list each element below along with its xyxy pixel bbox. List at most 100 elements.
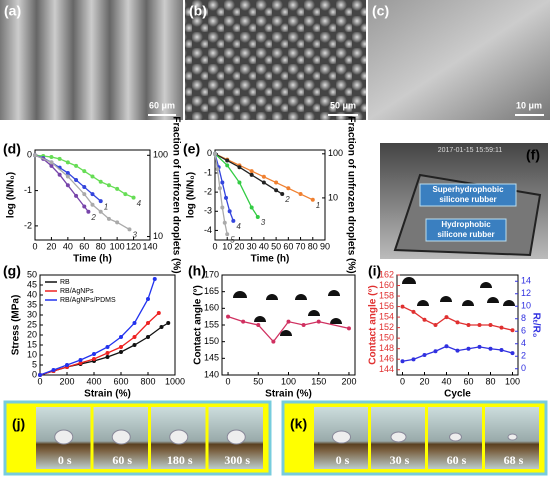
- panel-label: (a): [4, 3, 21, 19]
- x-axis-label: Strain (%): [84, 389, 131, 400]
- y-tick-label: -4: [204, 225, 212, 235]
- data-point: [477, 344, 482, 349]
- data-point: [92, 357, 96, 361]
- data-point: [159, 325, 164, 329]
- time-label: 0 s: [336, 453, 350, 467]
- x-tick-label: 100: [281, 376, 296, 386]
- y-tick-label: 158: [379, 290, 394, 300]
- x-tick-label: 80: [308, 241, 318, 251]
- series-label: 3: [261, 218, 266, 227]
- x-tick-label: 60: [283, 241, 293, 251]
- y-tick-label: 40: [27, 289, 37, 299]
- data-point: [215, 167, 220, 172]
- data-point: [82, 169, 87, 174]
- data-point: [78, 361, 83, 365]
- panel-label: (f): [526, 147, 540, 163]
- data-point: [98, 209, 103, 214]
- data-point: [231, 218, 236, 223]
- droplet: [54, 429, 74, 445]
- data-point: [488, 346, 493, 351]
- y2-tick-label: 4: [521, 338, 526, 348]
- legend-label: RB/AgNPs/PDMS: [60, 297, 116, 304]
- y2-tick-label: 10: [328, 192, 338, 202]
- series-label: 1: [104, 202, 108, 211]
- x-tick-label: 40: [441, 376, 451, 386]
- data-point: [213, 151, 217, 156]
- y-tick-label: 5: [32, 359, 37, 369]
- panel-label: (b): [189, 3, 207, 19]
- data-point: [132, 343, 137, 347]
- data-point: [466, 323, 471, 327]
- y2-axis-label: Fraction of unfrozen droplets (%): [345, 116, 356, 273]
- x-tick-label: 150: [311, 376, 326, 386]
- data-point: [256, 323, 261, 327]
- callout: silicone rubber: [439, 195, 496, 204]
- x-tick-label: 40: [63, 241, 73, 251]
- data-point: [411, 357, 416, 362]
- scale-bar: 60 μm: [149, 100, 175, 110]
- data-point: [115, 220, 120, 225]
- x-tick-label: 600: [113, 376, 128, 386]
- y-tick-label: 0: [32, 369, 37, 379]
- data-point: [78, 358, 83, 362]
- x-tick-label: 60: [463, 376, 473, 386]
- y2-tick-label: 14: [521, 276, 531, 286]
- y-tick-label: 140: [204, 369, 219, 379]
- data-point: [152, 277, 157, 281]
- y-tick-label: -2: [204, 187, 212, 197]
- y-tick-label: 45: [27, 279, 37, 289]
- time-label: 30 s: [390, 453, 410, 467]
- x-tick-label: 30: [247, 241, 257, 251]
- data-point: [146, 297, 150, 301]
- y2-axis-label: Fraction of unfrozen droplets (%): [170, 116, 181, 273]
- time-label: 68 s: [504, 453, 524, 467]
- sem-b: (b) 50 μm: [185, 0, 366, 120]
- data-point: [105, 351, 110, 355]
- droplet: [507, 433, 518, 441]
- chart: (h) 0 50 100 150 200 140 145 150 155 160 165 170 Stra…: [188, 263, 356, 400]
- data-point: [51, 368, 56, 372]
- series-label: 2: [90, 213, 96, 222]
- data-point: [57, 172, 62, 177]
- timestamp: 2017-01-15 15:59:11: [438, 147, 503, 154]
- chart: (e)0 10 20 30 40 50 60 70 80 900-1-2-3-410100Time…: [183, 116, 356, 273]
- y2-tick-label: 6: [521, 326, 526, 336]
- series-line: [214, 153, 283, 195]
- x-tick-label: 0: [226, 376, 231, 386]
- y2-tick-label: 0: [521, 363, 526, 373]
- x-tick-label: 90: [320, 241, 330, 251]
- x-tick-label: 0: [37, 376, 42, 386]
- data-point: [146, 335, 150, 339]
- x-axis-label: Strain (%): [265, 389, 312, 400]
- x-tick-label: 80: [96, 241, 106, 251]
- x-tick-label: 70: [296, 241, 306, 251]
- y-axis-label: log (N/N₀): [186, 172, 197, 218]
- y-tick-label: -1: [24, 185, 32, 195]
- data-point: [105, 355, 110, 359]
- y-tick-label: 0: [27, 150, 32, 160]
- y-tick-label: 162: [379, 269, 394, 279]
- plot-frame: [214, 149, 326, 241]
- data-point: [510, 351, 515, 356]
- x-tick-label: 80: [485, 376, 495, 386]
- y-tick-label: -1: [204, 167, 212, 177]
- data-point: [115, 186, 120, 191]
- y-axis-label: Contact angle (°): [193, 285, 204, 365]
- data-point: [90, 192, 95, 197]
- data-point: [57, 156, 62, 161]
- data-point: [123, 192, 128, 197]
- data-point: [225, 163, 230, 168]
- y-tick-label: -3: [204, 206, 212, 216]
- data-point: [82, 204, 87, 209]
- data-point: [225, 158, 230, 163]
- data-point: [249, 205, 254, 210]
- x-tick-label: 50: [253, 376, 263, 386]
- legend-label: RB: [60, 279, 70, 286]
- data-point: [156, 311, 161, 315]
- panel-label: (i): [368, 263, 381, 279]
- x-tick-label: 100: [505, 376, 520, 386]
- series-label: 1: [316, 201, 320, 210]
- data-point: [49, 155, 54, 160]
